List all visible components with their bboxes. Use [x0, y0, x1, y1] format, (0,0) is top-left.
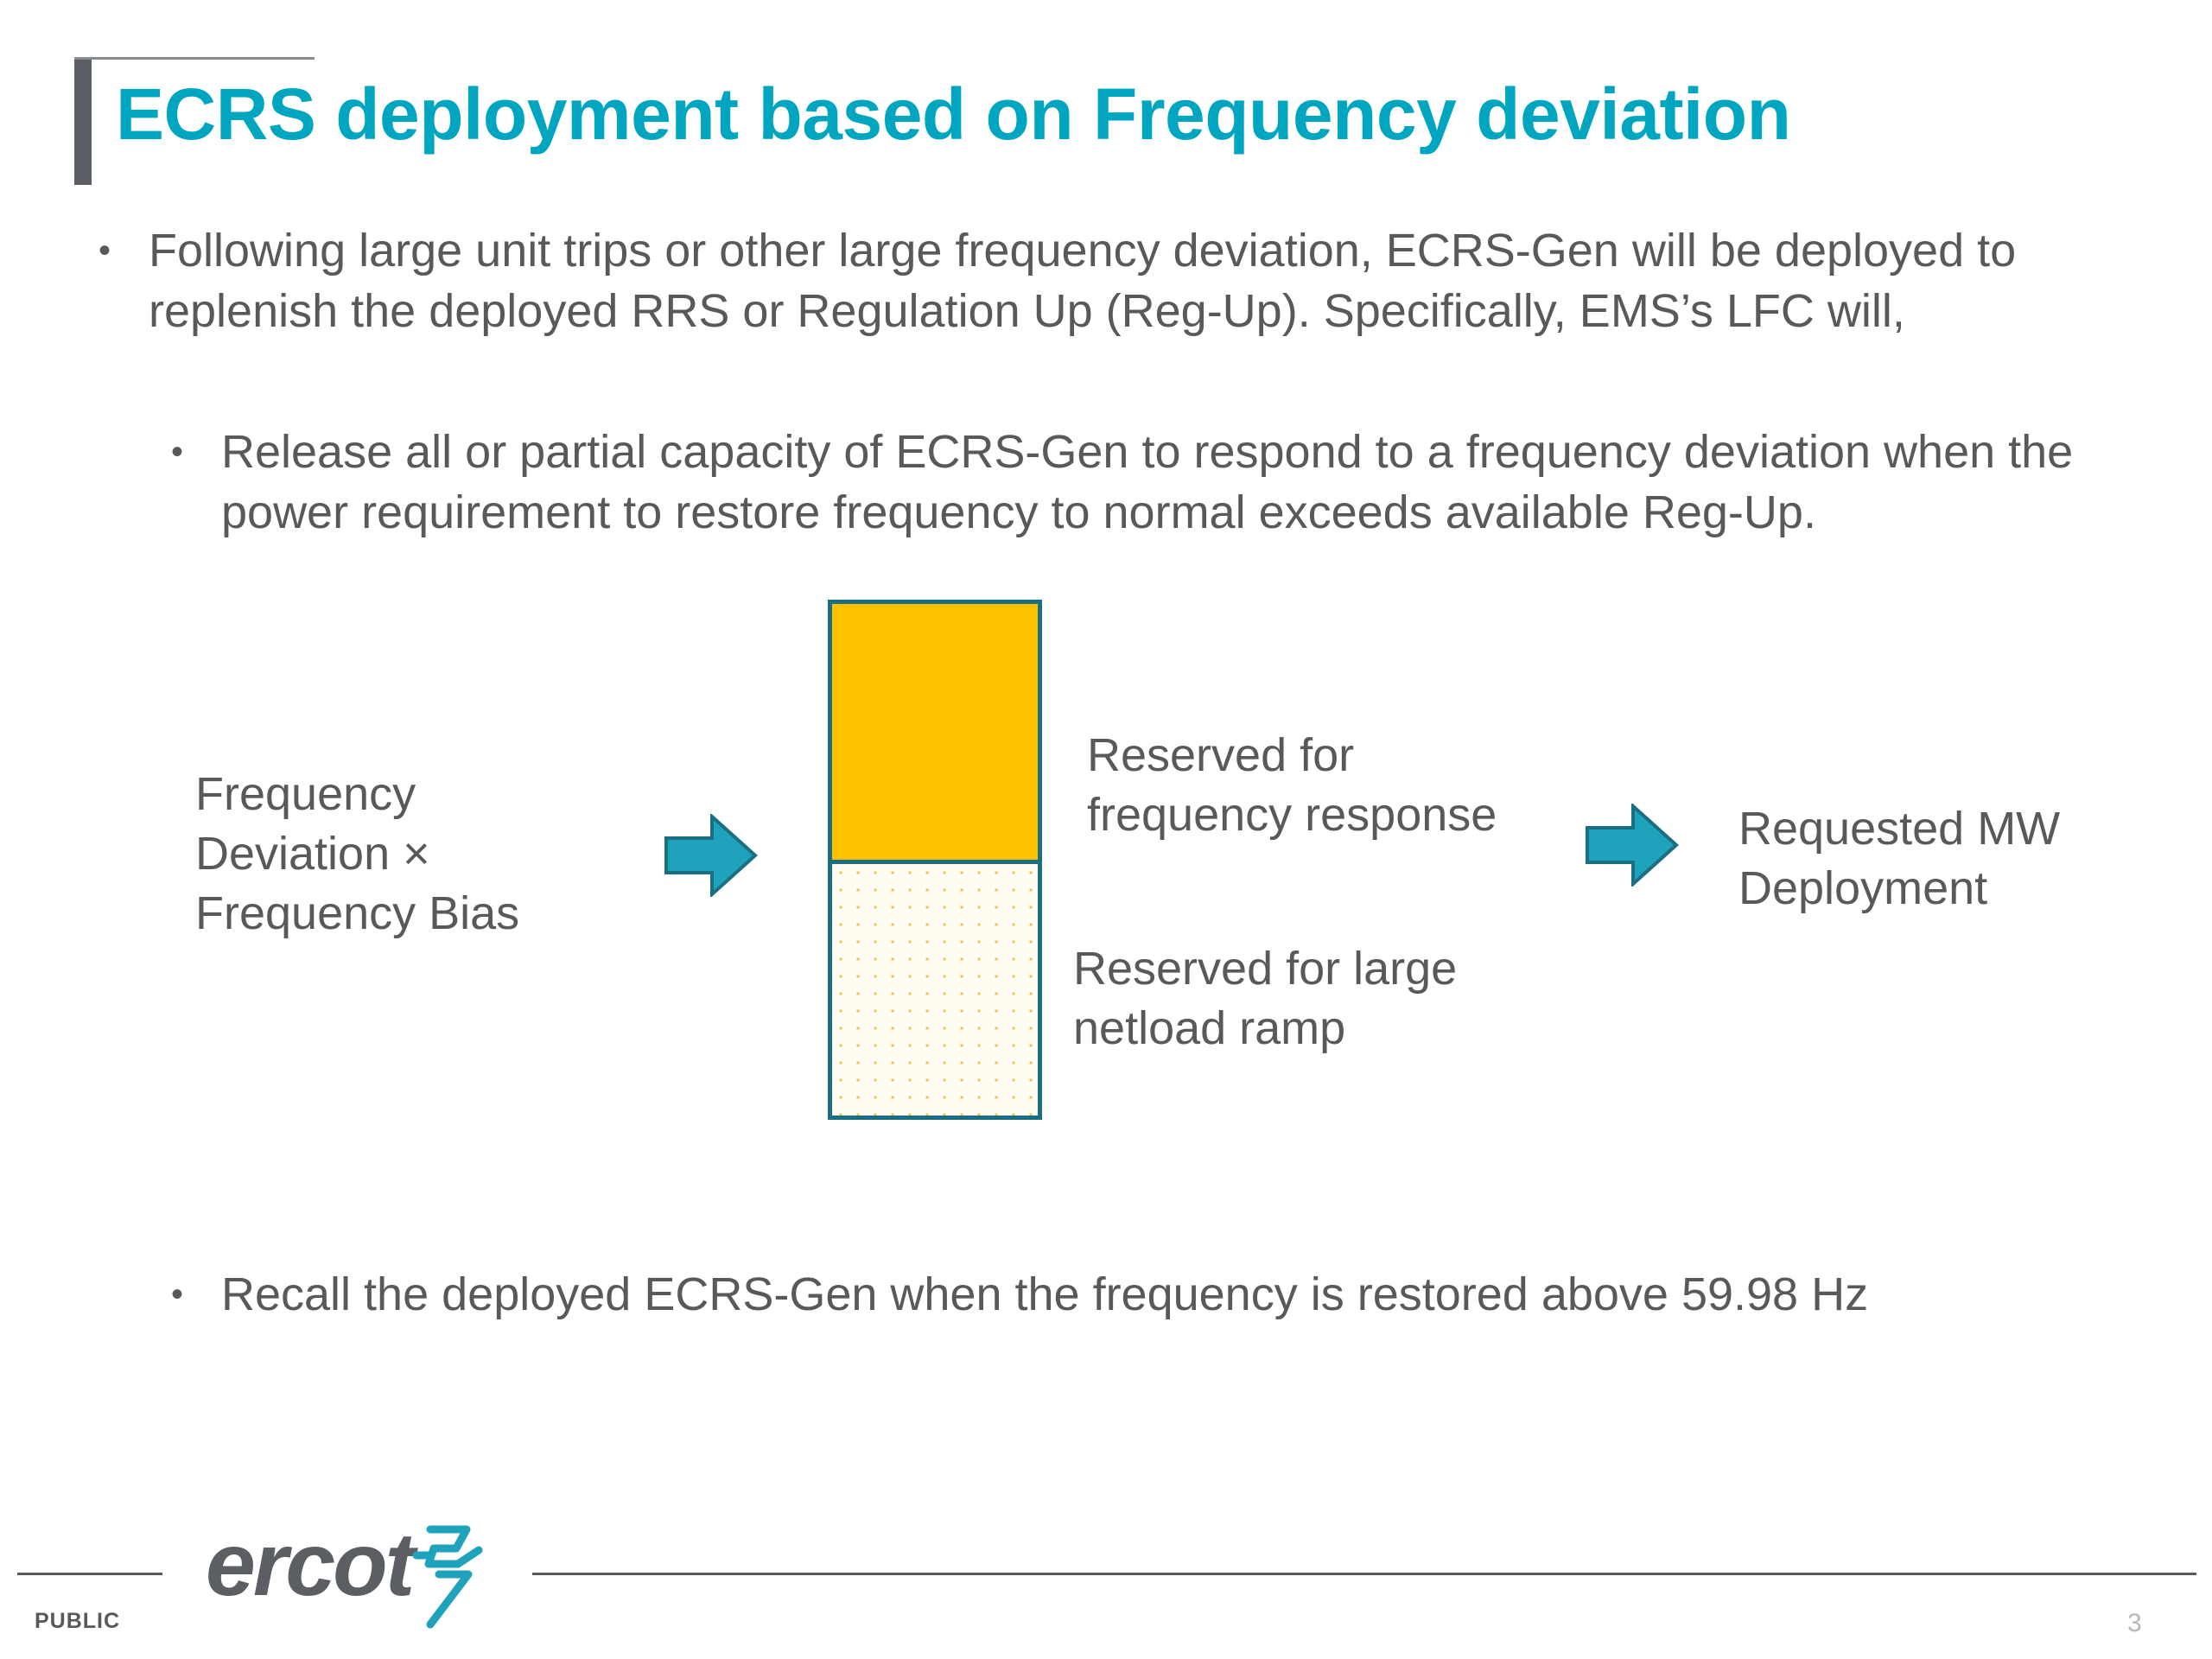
bar-top-label-line: Reserved for — [1087, 729, 1355, 781]
input-label-line: Deviation × — [195, 828, 430, 880]
bullet-text: Release all or partial capacity of ECRS-… — [221, 426, 2074, 538]
bar-segment-netload-ramp — [832, 864, 1038, 1116]
classification-label: PUBLIC — [35, 1609, 121, 1633]
right-arrow-icon — [1585, 802, 1680, 891]
bullet-text: Following large unit trips or other larg… — [149, 225, 2017, 337]
output-label-line: Deployment — [1738, 862, 1988, 914]
output-label-line: Requested MW — [1738, 803, 2061, 855]
input-label-line: Frequency Bias — [195, 887, 520, 939]
bullet-sub-release: • Release all or partial capacity of ECR… — [171, 422, 2174, 543]
bullet-dot: • — [171, 433, 184, 471]
footer-rule-right — [532, 1573, 2196, 1575]
title-accent-rule — [74, 57, 315, 60]
bar-top-label-line: frequency response — [1087, 789, 1497, 841]
input-label: Frequency Deviation × Frequency Bias — [195, 765, 679, 944]
input-label-line: Frequency — [195, 768, 416, 820]
ercot-logo: ercot — [206, 1515, 415, 1615]
slide-title: ECRS deployment based on Frequency devia… — [116, 73, 1791, 155]
bullet-dot: • — [171, 1275, 184, 1313]
bar-bottom-label: Reserved for large netload ramp — [1073, 939, 1557, 1058]
page-number: 3 — [2127, 1609, 2142, 1637]
bar-bottom-label-line: netload ramp — [1073, 1002, 1346, 1054]
bullet-dot: • — [99, 232, 111, 270]
bullet-text: Recall the deployed ECRS-Gen when the fr… — [221, 1268, 1869, 1320]
title-accent-bar — [74, 57, 92, 185]
bar-bottom-label-line: Reserved for large — [1073, 943, 1458, 995]
bullet-main: • Following large unit trips or other la… — [99, 220, 2136, 341]
right-arrow-icon — [664, 812, 759, 901]
bar-segment-frequency-response — [832, 604, 1038, 864]
bullet-sub-recall: • Recall the deployed ECRS-Gen when the … — [171, 1264, 2174, 1325]
ercot-lightning-icon — [404, 1521, 491, 1637]
output-label: Requested MW Deployment — [1738, 799, 2171, 918]
capacity-bar — [828, 600, 1042, 1120]
bar-top-label: Reserved for frequency response — [1087, 726, 1571, 845]
footer-rule-left — [17, 1573, 162, 1575]
